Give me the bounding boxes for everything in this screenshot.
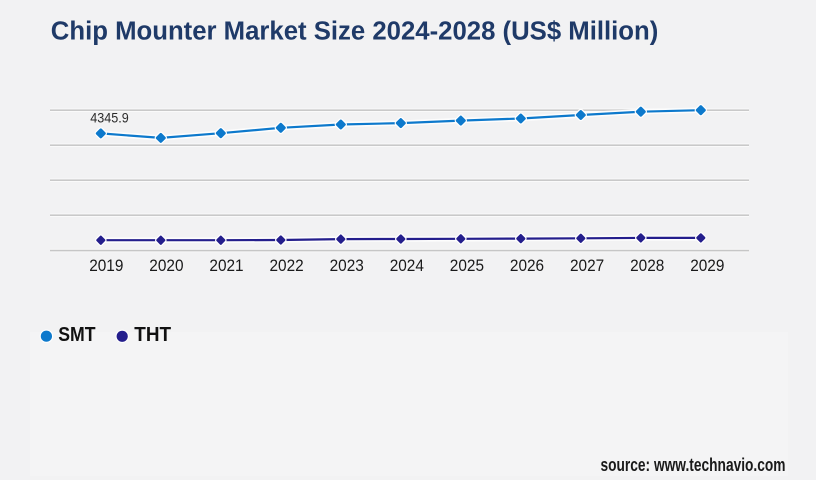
svg-text:2024: 2024	[390, 256, 424, 275]
svg-text:2029: 2029	[690, 256, 724, 275]
svg-text:2025: 2025	[450, 256, 484, 275]
svg-text:2019: 2019	[89, 256, 123, 275]
svg-text:2026: 2026	[510, 256, 544, 275]
svg-text:2021: 2021	[209, 256, 243, 275]
svg-text:2027: 2027	[570, 256, 604, 275]
svg-text:2022: 2022	[270, 256, 304, 275]
svg-text:source: www.technavio.com: source: www.technavio.com	[601, 455, 786, 475]
svg-text:Chip Mounter Market Size 2024-: Chip Mounter Market Size 2024-2028 (US$ …	[51, 16, 659, 46]
svg-text:SMT: SMT	[58, 324, 95, 346]
svg-text:2020: 2020	[149, 256, 183, 275]
svg-text:2023: 2023	[330, 256, 364, 275]
svg-text:2028: 2028	[630, 256, 664, 275]
svg-text:THT: THT	[134, 324, 171, 346]
svg-text:4345.9: 4345.9	[90, 110, 129, 125]
